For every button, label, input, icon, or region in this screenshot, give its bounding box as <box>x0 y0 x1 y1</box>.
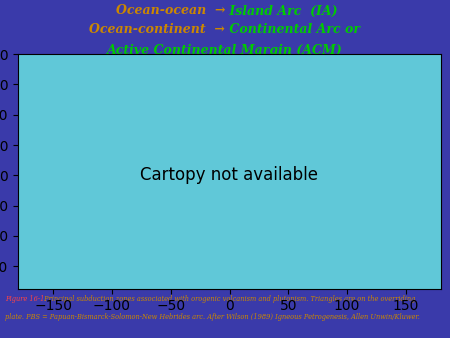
Text: Ocean-continent  →: Ocean-continent → <box>89 23 225 37</box>
Text: Active Continental Margin (ACM): Active Continental Margin (ACM) <box>107 44 343 56</box>
Text: plate. PBS = Papuan-Bismarck-Solomon-New Hebrides arc. After Wilson (1989) Igneo: plate. PBS = Papuan-Bismarck-Solomon-New… <box>5 313 420 321</box>
Text: Island Arc  (IA): Island Arc (IA) <box>225 4 338 18</box>
Text: Cartopy not available: Cartopy not available <box>140 166 319 184</box>
Text: Ocean-ocean  →: Ocean-ocean → <box>116 4 225 18</box>
Text: Continental Arc or: Continental Arc or <box>225 23 360 37</box>
Text: Figure 16-1.: Figure 16-1. <box>5 295 47 304</box>
Text: Principal subduction zones associated with orogenic volcanism and plutonism. Tri: Principal subduction zones associated wi… <box>42 295 416 304</box>
